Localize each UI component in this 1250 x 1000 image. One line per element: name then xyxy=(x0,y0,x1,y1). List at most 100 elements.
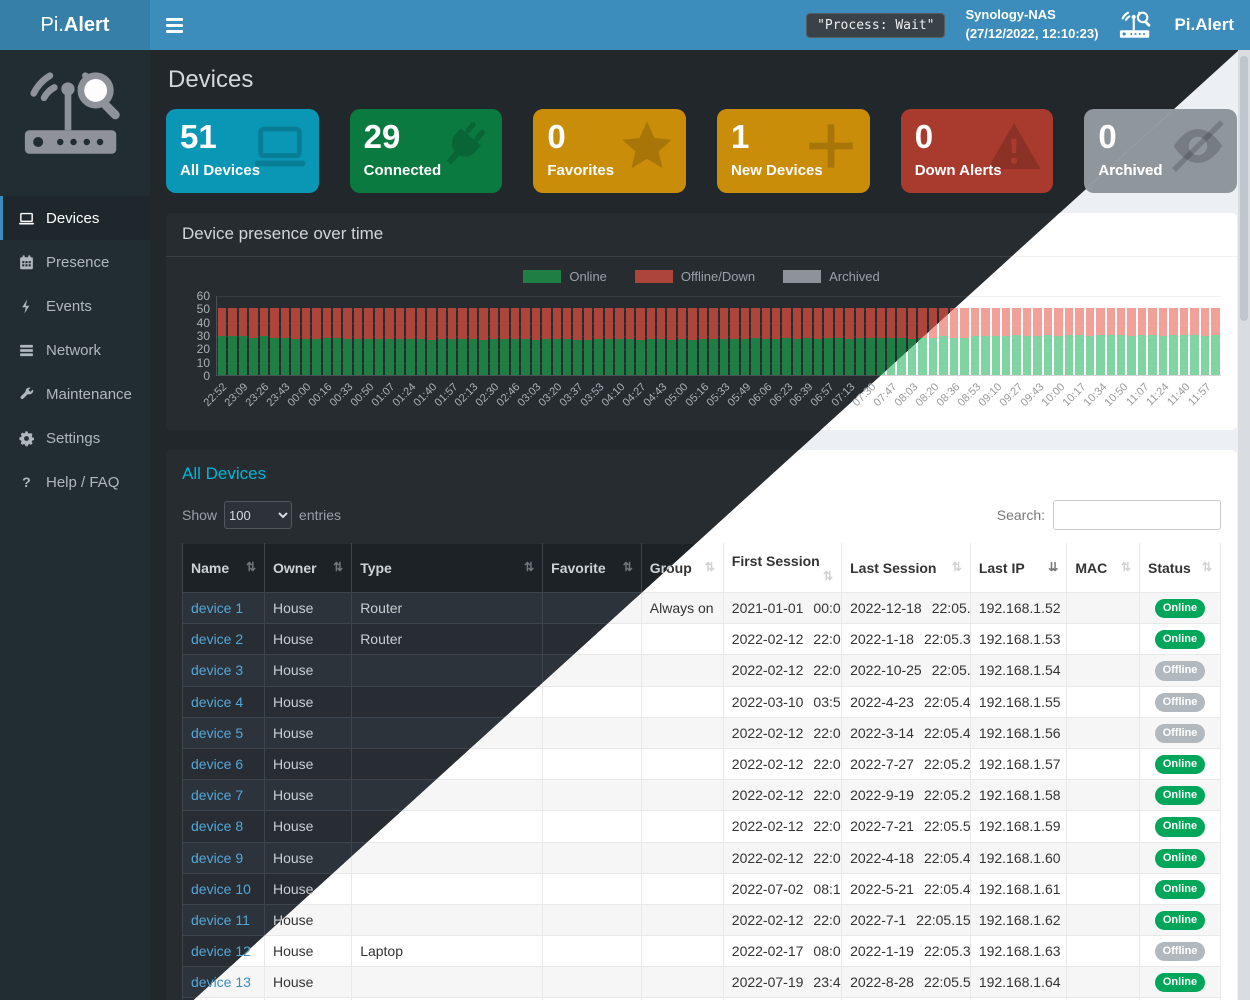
card-new-devices[interactable]: 1 New Devices xyxy=(717,109,870,193)
presence-bar xyxy=(761,308,771,375)
card-down-alerts[interactable]: 0 Down Alerts xyxy=(900,109,1054,193)
device-link[interactable]: device 7 xyxy=(191,787,244,804)
page-size-select[interactable]: 100 xyxy=(224,501,293,529)
device-link[interactable]: device 1 xyxy=(191,600,244,617)
device-link[interactable]: device 5 xyxy=(191,724,244,741)
sort-icon: ⇅ xyxy=(333,560,344,574)
presence-bar xyxy=(740,308,750,375)
mac-cell xyxy=(1066,623,1140,656)
column-header-type[interactable]: Type⇅ xyxy=(351,543,544,593)
x-tick-label: 06:23 xyxy=(767,381,796,409)
legend-swatch xyxy=(634,270,673,283)
column-header-mac[interactable]: MAC⇅ xyxy=(1066,543,1140,593)
host-name: Synology-NAS xyxy=(965,7,1056,23)
laptop-icon xyxy=(251,117,309,175)
sidebar-item-help-faq[interactable]: ? Help / FAQ xyxy=(0,460,150,504)
sidebar-item-devices[interactable]: Devices xyxy=(0,196,150,240)
device-link[interactable]: device 8 xyxy=(191,818,244,835)
hamburger-icon[interactable] xyxy=(150,0,198,50)
card-value: 29 xyxy=(363,118,401,155)
group-cell xyxy=(640,810,724,843)
router-scan-icon xyxy=(1118,10,1154,40)
type-cell xyxy=(351,842,544,874)
sidebar-item-label: Presence xyxy=(46,253,110,271)
x-tick-label: 11:24 xyxy=(1144,381,1172,409)
presence-bar xyxy=(887,308,896,375)
last-ip-cell: 192.168.1.58 xyxy=(969,779,1068,812)
warning-icon xyxy=(985,117,1043,175)
column-header-last-session[interactable]: Last Session⇅ xyxy=(841,543,971,593)
sidebar-item-maintenance[interactable]: Maintenance xyxy=(0,372,150,416)
presence-bar xyxy=(416,308,426,375)
favorite-cell xyxy=(542,748,642,781)
card-connected[interactable]: 29 Connected xyxy=(349,109,503,193)
device-link[interactable]: device 9 xyxy=(191,849,244,866)
x-tick-label: 11:57 xyxy=(1186,381,1214,409)
favorite-cell xyxy=(542,842,642,874)
column-header-first-session[interactable]: First Session⇅ xyxy=(722,543,843,593)
sidebar-item-settings[interactable]: Settings xyxy=(0,416,150,460)
legend-online: Online xyxy=(523,269,607,284)
chart-legend: Online Offline/Down Archived xyxy=(182,269,1221,284)
presence-bar xyxy=(688,308,697,375)
scrollbar-thumb[interactable] xyxy=(1240,56,1248,321)
presence-bar xyxy=(437,308,446,375)
x-tick-label: 02:30 xyxy=(473,381,502,409)
card-favorites[interactable]: 0 Favorites xyxy=(533,109,687,193)
presence-bar xyxy=(719,308,729,375)
column-header-last-ip[interactable]: Last IP⇊ xyxy=(969,543,1068,593)
brand-logo[interactable]: Pi.Alert xyxy=(0,0,150,50)
x-tick-label: 04:10 xyxy=(599,381,628,409)
card-label: New Devices xyxy=(731,161,823,179)
search-input[interactable] xyxy=(1053,500,1221,530)
process-status-badge: "Process: Wait" xyxy=(806,12,946,38)
last-ip-cell: 192.168.1.55 xyxy=(969,686,1068,718)
app-name: Pi.Alert xyxy=(1174,15,1234,34)
sidebar-item-presence[interactable]: Presence xyxy=(0,240,150,284)
page-scrollbar[interactable] xyxy=(1238,50,1250,1000)
owner-cell: House xyxy=(263,623,353,656)
status-badge: Offline xyxy=(1154,661,1206,681)
sidebar-item-events[interactable]: Events xyxy=(0,284,150,328)
presence-bar xyxy=(772,308,781,375)
card-all-devices[interactable]: 51 All Devices xyxy=(166,109,319,193)
presence-bar xyxy=(479,308,488,375)
group-cell xyxy=(640,654,724,687)
device-link[interactable]: device 3 xyxy=(191,662,244,679)
sidebar-item-label: Network xyxy=(46,341,102,359)
table-title: All Devices xyxy=(182,464,267,483)
device-link[interactable]: device 2 xyxy=(191,631,244,648)
x-tick-label: 03:53 xyxy=(578,381,607,409)
column-header-favorite[interactable]: Favorite⇅ xyxy=(542,543,642,593)
presence-bar xyxy=(1169,308,1178,375)
mac-cell xyxy=(1066,810,1140,843)
presence-bar xyxy=(751,308,760,375)
owner-cell: House xyxy=(263,748,353,781)
page-title: Devices xyxy=(168,66,254,93)
column-header-name[interactable]: Name⇅ xyxy=(182,543,265,593)
device-link[interactable]: device 6 xyxy=(191,756,244,773)
device-link[interactable]: device 12 xyxy=(191,943,251,960)
column-header-owner[interactable]: Owner⇅ xyxy=(263,543,353,593)
status-badge: Online xyxy=(1154,599,1206,619)
mac-cell xyxy=(1066,935,1140,968)
presence-bar xyxy=(677,308,687,375)
device-link[interactable]: device 11 xyxy=(191,911,250,928)
column-header-status[interactable]: Status⇅ xyxy=(1139,543,1221,593)
presence-bar xyxy=(960,308,969,375)
sidebar-item-network[interactable]: Network xyxy=(0,328,150,372)
x-tick-label: 10:00 xyxy=(1039,381,1068,409)
group-cell xyxy=(640,686,724,718)
entries-label: entries xyxy=(299,507,342,523)
device-link[interactable]: device 4 xyxy=(191,693,244,710)
device-link[interactable]: device 10 xyxy=(191,880,251,897)
last-ip-cell: 192.168.1.54 xyxy=(969,654,1068,687)
